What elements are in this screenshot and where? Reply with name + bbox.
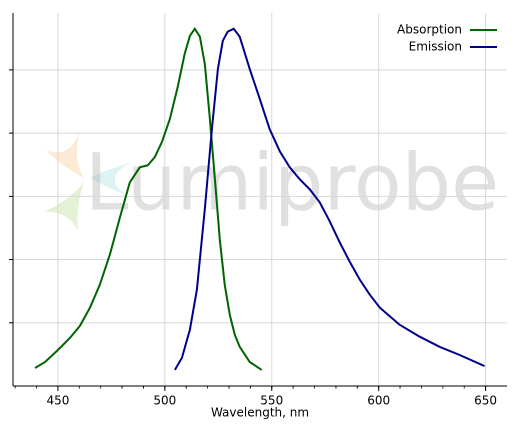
- x-tick-label: 550: [260, 394, 283, 408]
- x-tick-label: 500: [153, 394, 176, 408]
- legend-label: Emission: [409, 40, 462, 54]
- watermark-logo: [44, 130, 132, 230]
- legend-label: Absorption: [397, 23, 462, 37]
- watermark: Lumiprobe: [85, 138, 499, 228]
- x-tick-label: 600: [367, 394, 390, 408]
- x-tick-label: 450: [46, 394, 69, 408]
- line: [34, 27, 263, 371]
- x-tick-label: 650: [474, 394, 497, 408]
- line: [174, 27, 485, 371]
- x-axis-label: Wavelength, nm: [211, 406, 309, 420]
